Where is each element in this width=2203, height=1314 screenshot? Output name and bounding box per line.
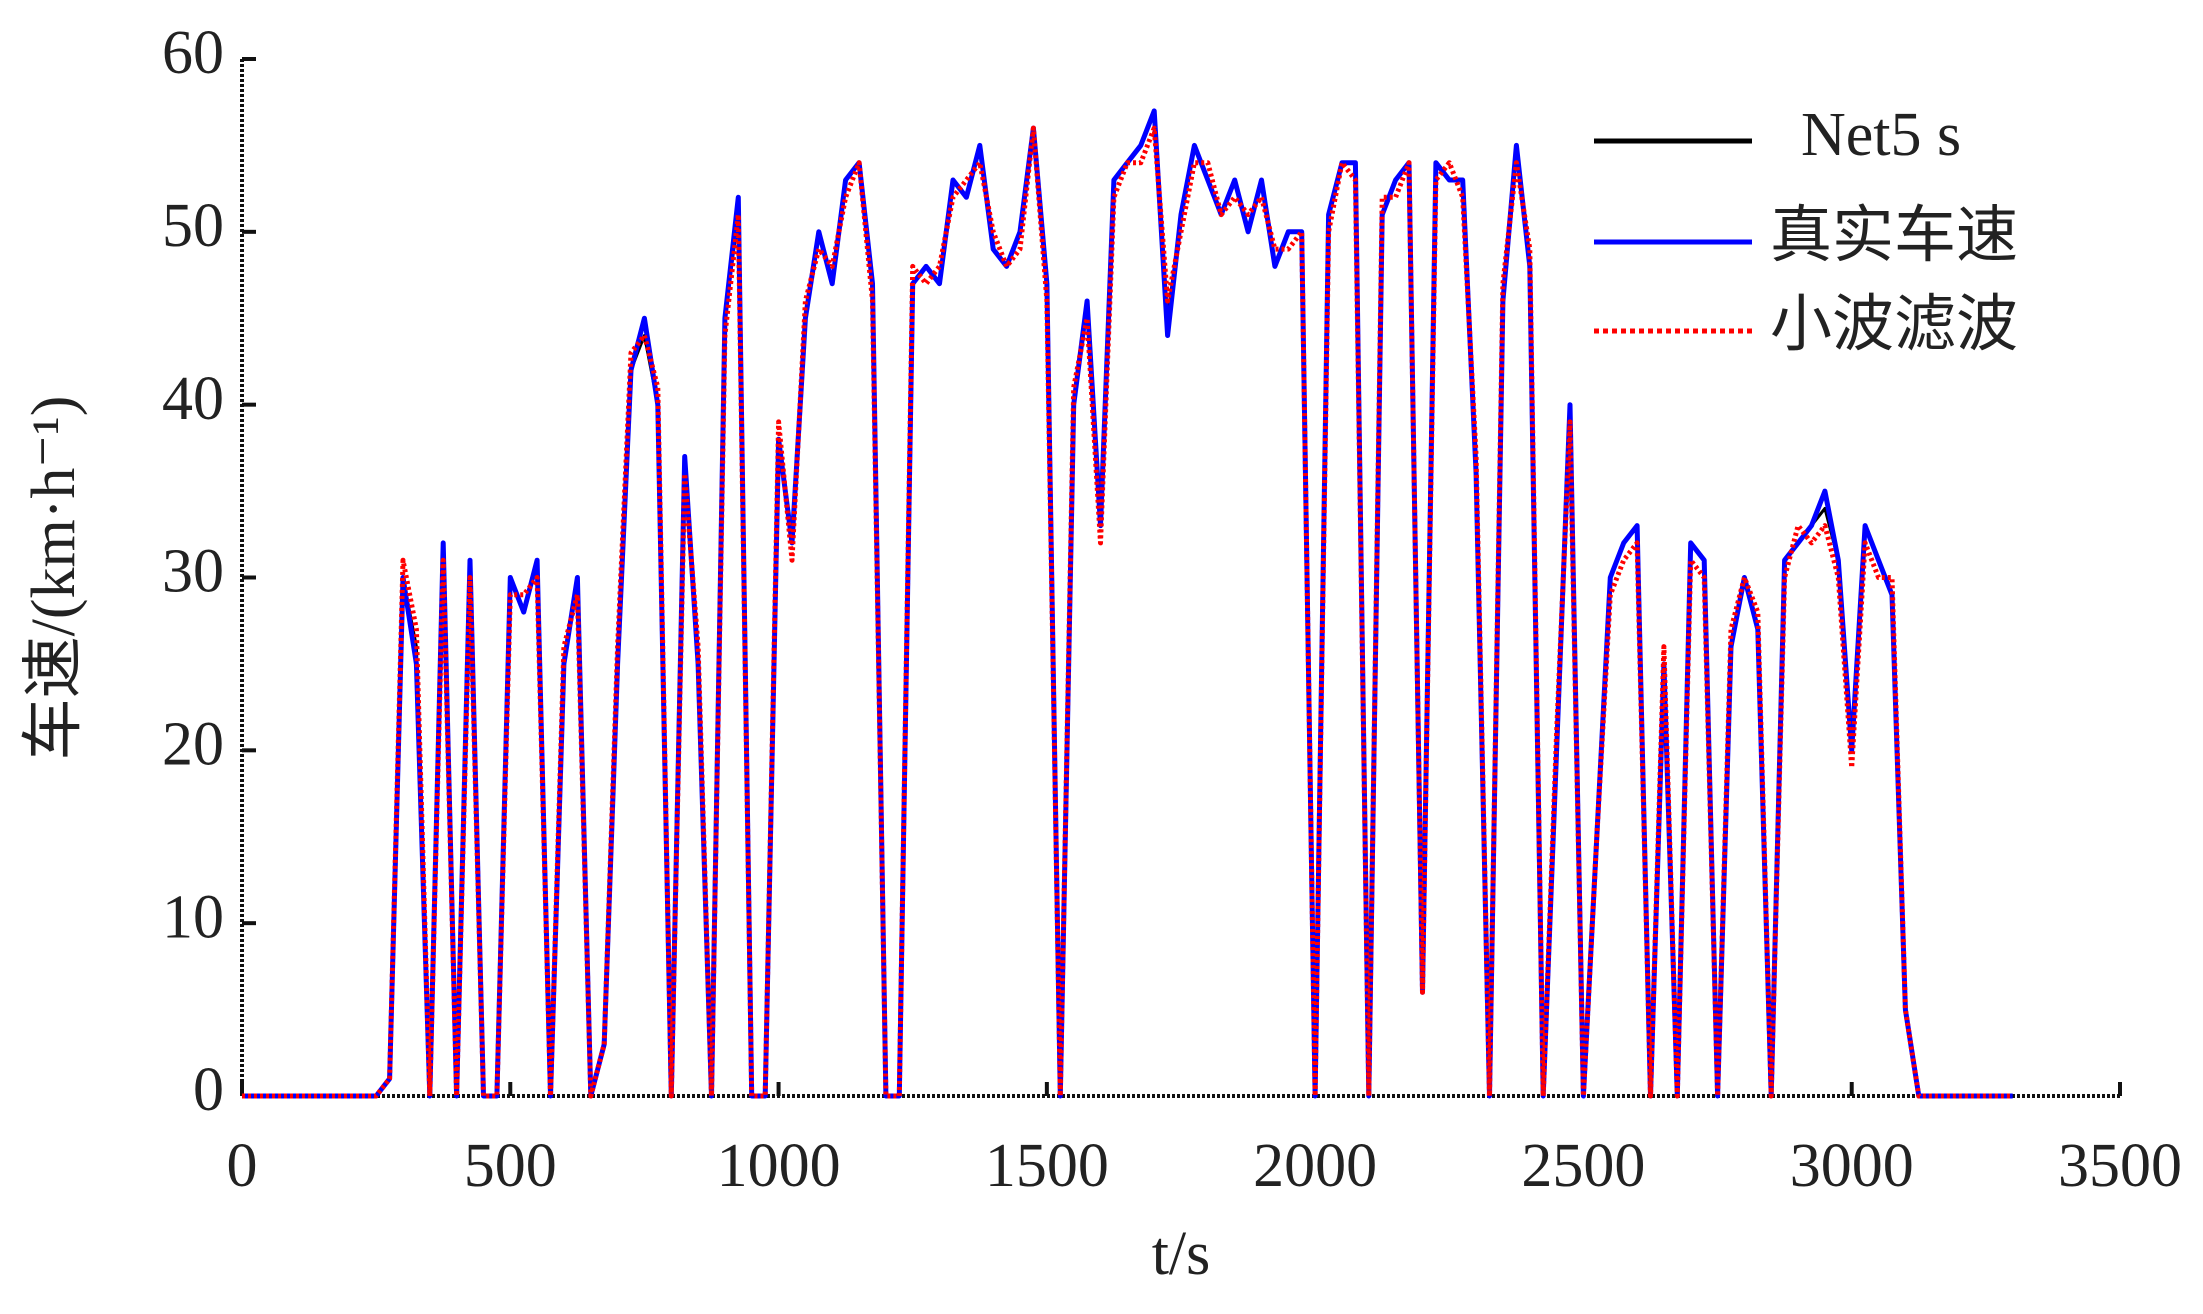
legend-label: 真实车速	[1770, 202, 2018, 270]
x-tick-label: 3500	[2058, 1132, 2182, 1200]
y-tick-label: 20	[162, 711, 224, 779]
x-tick-label: 2500	[1521, 1132, 1645, 1200]
x-tick-label: 2000	[1253, 1132, 1377, 1200]
y-tick-label: 60	[162, 19, 224, 87]
series-line	[242, 108, 2013, 1099]
legend-label: Net5 s	[1801, 101, 1961, 169]
x-tick-label: 500	[464, 1132, 557, 1200]
y-tick-label: 40	[162, 365, 224, 433]
legend-label: 小波滤波	[1770, 291, 2018, 359]
x-tick-label: 1000	[717, 1132, 841, 1200]
y-tick-label: 0	[193, 1056, 224, 1124]
x-tick-label: 0	[227, 1132, 258, 1200]
y-axis-label: 车速/(km·h⁻¹)	[20, 396, 88, 761]
y-tick-label: 30	[162, 538, 224, 606]
x-axis-label: t/s	[1152, 1220, 1211, 1288]
x-tick-label: 1500	[985, 1132, 1109, 1200]
y-tick-label: 10	[162, 883, 224, 951]
series-line	[242, 125, 2013, 1099]
y-tick-label: 50	[162, 192, 224, 260]
x-tick-label: 3000	[1790, 1132, 1914, 1200]
